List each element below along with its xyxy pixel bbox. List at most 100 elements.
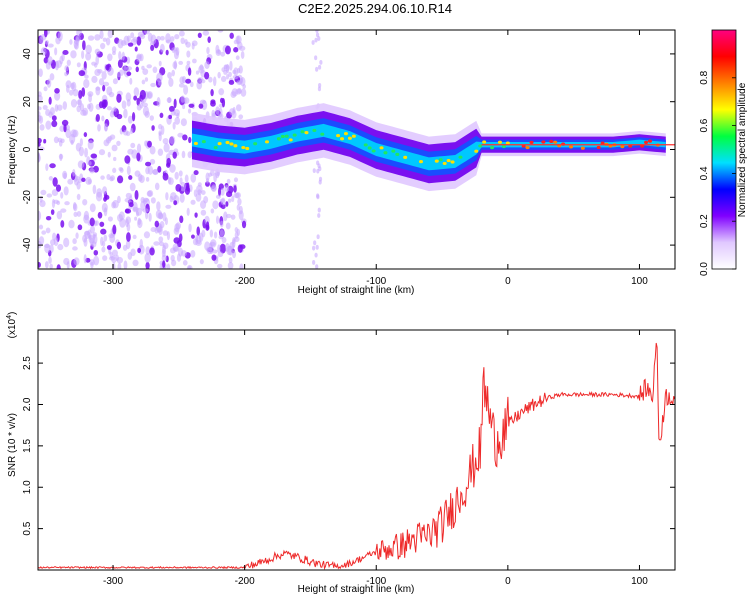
ridge-cell xyxy=(253,142,258,146)
noise-speck xyxy=(231,239,236,248)
ridge-cell xyxy=(213,145,218,150)
noise-speck xyxy=(147,165,154,175)
noise-speck xyxy=(125,216,132,224)
spectrogram-x-tick-label: -300 xyxy=(103,276,123,287)
noise-speck xyxy=(146,92,153,99)
noise-speck xyxy=(105,37,111,46)
noise-speck xyxy=(135,66,139,73)
ridge-cell xyxy=(363,143,368,147)
noise-speck xyxy=(106,106,112,111)
noise-speck xyxy=(187,151,193,159)
figure-title: C2E2.2025.294.06.10.R14 xyxy=(298,1,452,16)
noise-speck xyxy=(132,259,139,267)
noise-speck xyxy=(88,161,92,166)
noise-speck xyxy=(70,82,75,90)
noise-speck xyxy=(126,165,131,176)
noise-speck xyxy=(124,197,131,203)
noise-speck xyxy=(75,142,82,152)
noise-speck xyxy=(149,158,156,165)
noise-speck xyxy=(241,220,247,229)
noise-speck xyxy=(86,103,91,110)
noise-speck xyxy=(220,204,226,210)
noise-speck xyxy=(130,142,136,149)
noise-speck xyxy=(186,207,190,217)
snr-x-tick-label: -200 xyxy=(235,576,255,587)
noise-speck xyxy=(95,220,99,226)
noise-speck xyxy=(156,72,163,83)
noise-speck xyxy=(219,97,224,104)
noise-speck xyxy=(99,30,104,40)
noise-speck xyxy=(187,265,192,269)
snr-y-scale-label: (x104) xyxy=(6,312,18,339)
noise-speck xyxy=(154,182,160,191)
noise-speck xyxy=(70,50,77,59)
noise-speck xyxy=(82,234,88,243)
noise-speck xyxy=(38,210,42,221)
spectrogram-x-tick-label: 100 xyxy=(631,276,648,287)
noise-speck xyxy=(160,43,165,53)
spectrogram-y-tick-label: -20 xyxy=(22,190,33,205)
noise-speck xyxy=(317,36,321,41)
noise-speck xyxy=(149,145,156,155)
noise-speck xyxy=(170,36,175,42)
noise-speck xyxy=(229,60,233,71)
noise-speck xyxy=(314,55,318,61)
noise-speck xyxy=(176,253,181,262)
noise-speck xyxy=(228,257,233,264)
ridge-cell xyxy=(450,160,455,164)
noise-speck xyxy=(190,173,197,183)
noise-speck xyxy=(178,233,183,242)
ridge-cell xyxy=(280,134,285,139)
noise-speck xyxy=(98,149,106,156)
noise-speck xyxy=(97,69,103,74)
noise-speck xyxy=(212,249,218,254)
noise-speck xyxy=(163,143,170,153)
noise-speck xyxy=(150,227,157,233)
noise-speck xyxy=(183,84,189,95)
noise-speck xyxy=(218,186,222,197)
noise-speck xyxy=(180,37,185,45)
noise-speck xyxy=(72,88,79,97)
noise-speck xyxy=(46,78,52,88)
noise-speck xyxy=(166,263,171,269)
noise-speck xyxy=(145,261,150,269)
colorbar-ticks: 0.0 0.2 0.4 0.6 0.8 xyxy=(699,70,736,276)
noise-speck xyxy=(237,198,242,206)
noise-speck xyxy=(211,254,217,261)
noise-speck xyxy=(80,109,87,116)
ridge-cell xyxy=(336,133,341,138)
snr-x-tick-label: -100 xyxy=(366,576,386,587)
noise-speck xyxy=(195,192,202,202)
noise-speck xyxy=(169,135,176,145)
noise-speck xyxy=(175,184,182,192)
noise-speck xyxy=(185,78,192,84)
noise-speck xyxy=(314,252,318,258)
noise-speck xyxy=(97,211,103,219)
colorbar-gradient xyxy=(712,30,736,269)
noise-speck xyxy=(204,61,210,69)
noise-speck xyxy=(38,152,41,163)
noise-speck xyxy=(315,264,319,269)
noise-speck xyxy=(59,153,63,162)
noise-speck xyxy=(125,208,130,214)
noise-speck xyxy=(57,243,64,251)
snr-x-tick-label: 0 xyxy=(505,576,511,587)
noise-speck xyxy=(152,169,159,175)
noise-speck xyxy=(116,241,122,250)
noise-speck xyxy=(92,184,97,195)
noise-speck xyxy=(128,175,133,180)
snr-x-tick-label: -300 xyxy=(103,576,123,587)
noise-speck xyxy=(206,46,210,55)
noise-speck xyxy=(66,84,70,94)
colorbar-tick-label: 0.2 xyxy=(699,214,710,228)
noise-speck xyxy=(82,198,88,206)
noise-speck xyxy=(134,189,139,200)
noise-speck xyxy=(159,241,164,247)
noise-speck xyxy=(147,140,152,148)
ridge-cell xyxy=(497,140,502,144)
noise-speck xyxy=(39,36,44,45)
ridge-cell xyxy=(284,134,289,138)
ridge-cell xyxy=(647,139,652,143)
noise-speck xyxy=(311,40,315,45)
noise-speck xyxy=(182,104,186,110)
